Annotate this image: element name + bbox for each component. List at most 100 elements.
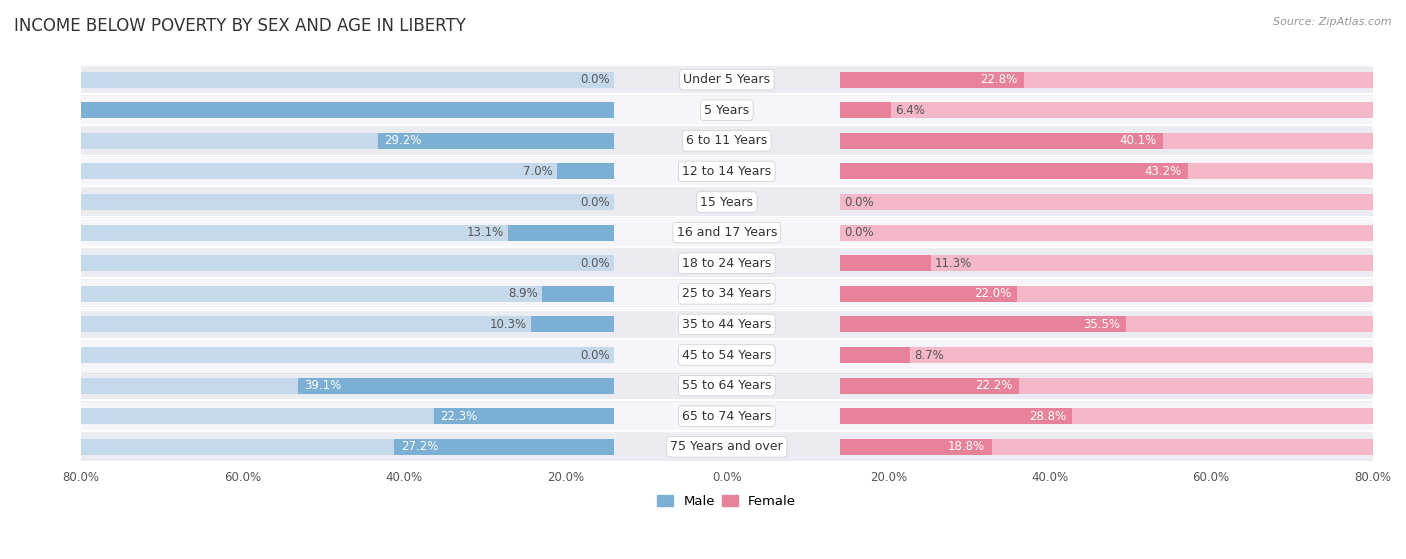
Text: 6.4%: 6.4% [896,104,925,117]
Text: 16 and 17 Years: 16 and 17 Years [676,226,778,239]
Text: 75 Years and over: 75 Years and over [671,440,783,453]
FancyBboxPatch shape [82,97,1372,124]
Text: 15 Years: 15 Years [700,196,754,209]
Text: 0.0%: 0.0% [581,73,610,86]
FancyBboxPatch shape [82,311,1372,338]
Bar [82,286,614,302]
FancyBboxPatch shape [82,249,1372,277]
Text: 27.2%: 27.2% [401,440,439,453]
Text: 0.0%: 0.0% [844,196,873,209]
Text: 55 to 64 Years: 55 to 64 Years [682,379,772,392]
Text: 13.1%: 13.1% [467,226,503,239]
Text: 25 to 34 Years: 25 to 34 Years [682,287,772,300]
Bar [839,439,1372,455]
Bar [0,102,614,118]
FancyBboxPatch shape [82,127,1372,155]
Bar [839,163,1188,179]
Bar [530,316,614,333]
Bar [82,133,614,149]
Text: 0.0%: 0.0% [581,257,610,269]
Bar [82,439,614,455]
Text: Under 5 Years: Under 5 Years [683,73,770,86]
Text: 6 to 11 Years: 6 to 11 Years [686,134,768,148]
Text: 76.5%: 76.5% [3,104,39,117]
Text: 35 to 44 Years: 35 to 44 Years [682,318,772,331]
Bar [541,286,614,302]
Bar [82,347,614,363]
FancyBboxPatch shape [82,280,1372,307]
Text: 8.7%: 8.7% [914,348,943,362]
Bar [839,72,1024,88]
Text: 43.2%: 43.2% [1144,165,1182,178]
Bar [434,408,614,424]
Text: 22.0%: 22.0% [973,287,1011,300]
Bar [839,316,1372,333]
Bar [839,102,1372,118]
Text: 5 Years: 5 Years [704,104,749,117]
Bar [839,163,1372,179]
Bar [839,408,1372,424]
Bar [394,439,614,455]
Text: 22.2%: 22.2% [976,379,1012,392]
Text: 10.3%: 10.3% [489,318,527,331]
Bar [82,102,614,118]
Text: 29.2%: 29.2% [385,134,422,148]
Bar [508,225,614,240]
Bar [839,72,1372,88]
Bar [839,286,1372,302]
Text: 7.0%: 7.0% [523,165,553,178]
Bar [839,347,1372,363]
Text: 39.1%: 39.1% [305,379,342,392]
Bar [557,163,614,179]
Text: Source: ZipAtlas.com: Source: ZipAtlas.com [1274,17,1392,27]
Bar [82,194,614,210]
Bar [82,378,614,394]
Bar [298,378,614,394]
FancyBboxPatch shape [82,158,1372,185]
FancyBboxPatch shape [82,341,1372,369]
Bar [839,255,1372,271]
Text: 11.3%: 11.3% [935,257,973,269]
Bar [378,133,614,149]
Legend: Male, Female: Male, Female [652,490,801,513]
Bar [839,194,1372,210]
Text: 65 to 74 Years: 65 to 74 Years [682,410,772,423]
FancyBboxPatch shape [82,372,1372,399]
Text: 22.8%: 22.8% [980,73,1018,86]
Bar [839,439,991,455]
Text: 45 to 54 Years: 45 to 54 Years [682,348,772,362]
Text: INCOME BELOW POVERTY BY SEX AND AGE IN LIBERTY: INCOME BELOW POVERTY BY SEX AND AGE IN L… [14,17,465,35]
Text: 18.8%: 18.8% [948,440,986,453]
Bar [839,286,1018,302]
Bar [839,225,1372,240]
Text: 18 to 24 Years: 18 to 24 Years [682,257,772,269]
Text: 0.0%: 0.0% [844,226,873,239]
Bar [82,316,614,333]
Bar [82,72,614,88]
FancyBboxPatch shape [82,433,1372,461]
Text: 40.1%: 40.1% [1119,134,1157,148]
Bar [839,102,891,118]
Bar [82,255,614,271]
FancyBboxPatch shape [82,402,1372,430]
Bar [839,378,1019,394]
Bar [839,133,1163,149]
Bar [839,378,1372,394]
FancyBboxPatch shape [82,66,1372,93]
Bar [839,347,910,363]
Text: 0.0%: 0.0% [581,196,610,209]
Text: 12 to 14 Years: 12 to 14 Years [682,165,772,178]
Text: 35.5%: 35.5% [1083,318,1119,331]
Text: 0.0%: 0.0% [581,348,610,362]
Bar [839,133,1372,149]
Bar [839,408,1073,424]
Bar [82,225,614,240]
Text: 28.8%: 28.8% [1029,410,1066,423]
Bar [82,163,614,179]
Bar [82,408,614,424]
FancyBboxPatch shape [82,188,1372,216]
FancyBboxPatch shape [82,219,1372,247]
Bar [839,255,931,271]
Text: 22.3%: 22.3% [440,410,478,423]
Text: 8.9%: 8.9% [508,287,538,300]
